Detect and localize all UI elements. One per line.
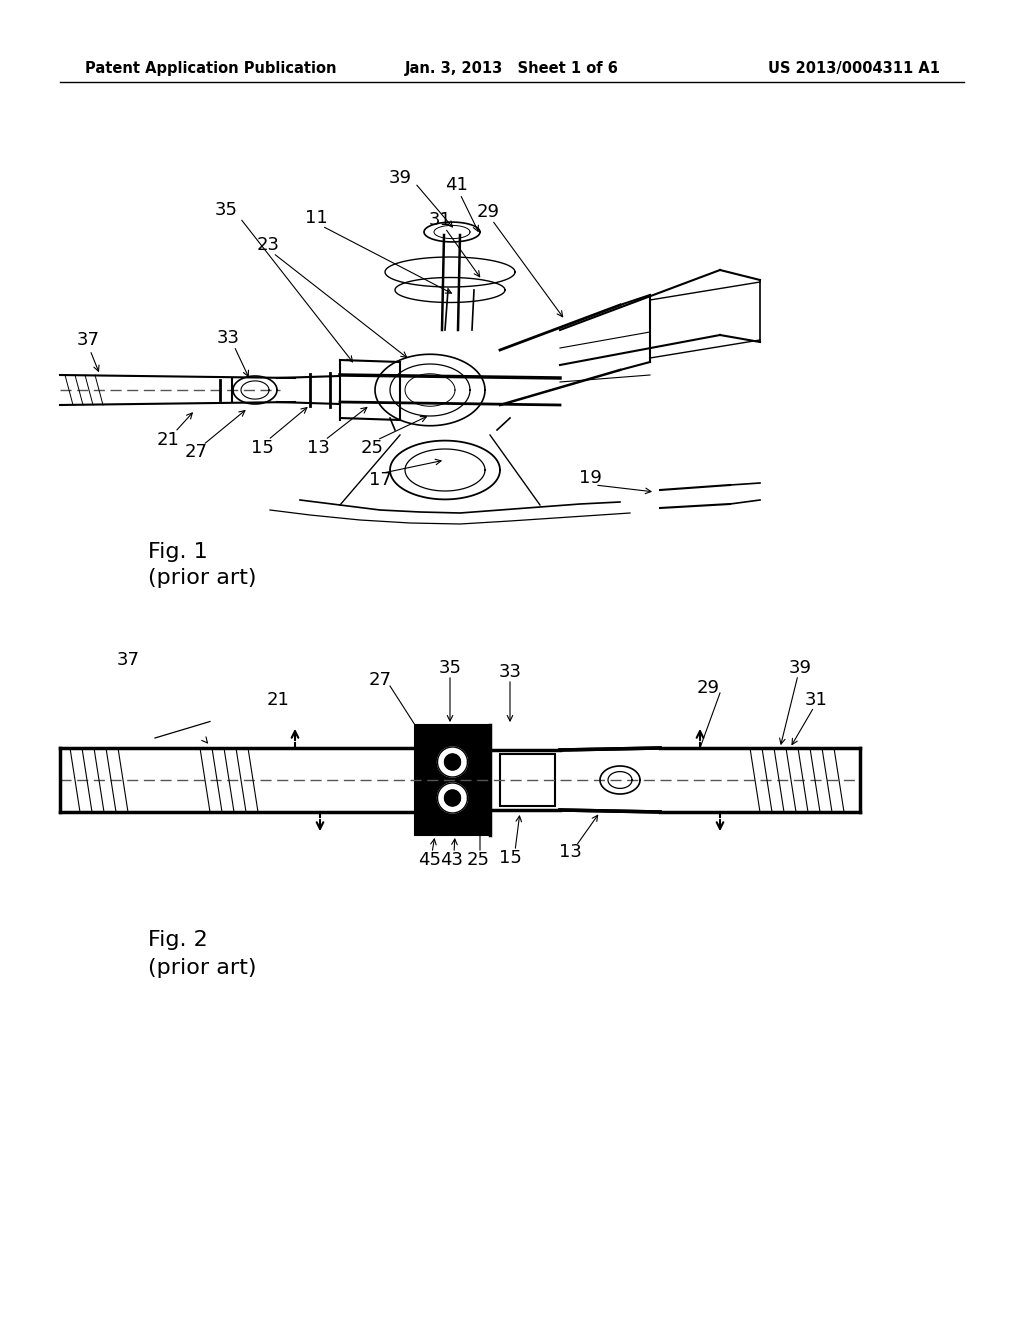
Bar [500, 754, 555, 807]
Text: US 2013/0004311 A1: US 2013/0004311 A1 [768, 61, 940, 75]
Text: 19: 19 [579, 469, 601, 487]
Text: 29: 29 [476, 203, 500, 220]
Text: 11: 11 [304, 209, 328, 227]
Text: Jan. 3, 2013   Sheet 1 of 6: Jan. 3, 2013 Sheet 1 of 6 [406, 61, 618, 75]
Text: (prior art): (prior art) [148, 958, 256, 978]
Text: 33: 33 [499, 663, 521, 681]
Text: 13: 13 [306, 440, 330, 457]
Text: Patent Application Publication: Patent Application Publication [85, 61, 337, 75]
Text: 39: 39 [788, 659, 811, 677]
Polygon shape [444, 789, 461, 807]
Text: 35: 35 [438, 659, 462, 677]
Text: 37: 37 [77, 331, 99, 348]
Text: 37: 37 [117, 651, 139, 669]
Text: 21: 21 [157, 432, 179, 449]
Text: 13: 13 [558, 843, 582, 861]
Text: 27: 27 [369, 671, 391, 689]
Text: 31: 31 [805, 690, 827, 709]
Text: 25: 25 [467, 851, 489, 869]
Text: 27: 27 [184, 444, 208, 461]
Text: 25: 25 [360, 440, 384, 457]
Bar [415, 725, 490, 836]
Text: 39: 39 [388, 169, 412, 187]
Text: Fig. 1: Fig. 1 [148, 543, 208, 562]
Text: 21: 21 [266, 690, 290, 709]
Text: 23: 23 [256, 236, 280, 253]
Text: 15: 15 [499, 849, 521, 867]
Text: 15: 15 [251, 440, 273, 457]
Bar [490, 750, 560, 810]
Text: 33: 33 [216, 329, 240, 347]
Text: 31: 31 [429, 211, 452, 228]
Text: 35: 35 [214, 201, 238, 219]
Polygon shape [444, 754, 461, 770]
Polygon shape [560, 748, 660, 812]
Text: 29: 29 [697, 678, 720, 697]
Polygon shape [437, 747, 468, 777]
Text: 17: 17 [369, 471, 391, 488]
Text: Fig. 2: Fig. 2 [148, 931, 208, 950]
Text: 43: 43 [440, 851, 464, 869]
Text: 45: 45 [419, 851, 441, 869]
Polygon shape [437, 783, 468, 813]
Text: (prior art): (prior art) [148, 568, 256, 587]
Text: 41: 41 [444, 176, 467, 194]
